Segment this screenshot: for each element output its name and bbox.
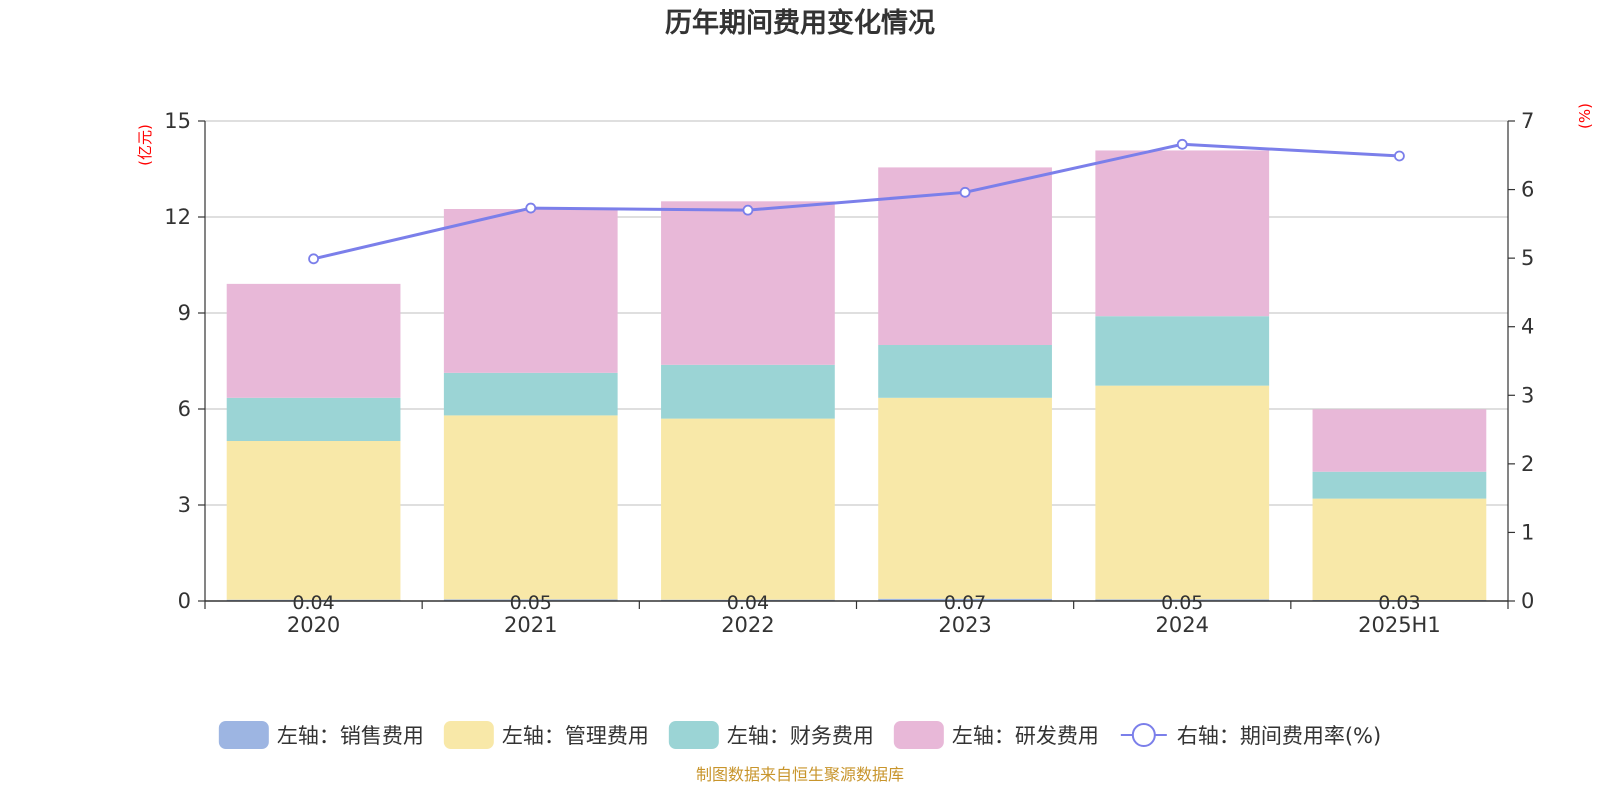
- bar-segment-4[interactable]: [1095, 150, 1270, 317]
- right-tick-label: 6: [1521, 178, 1534, 202]
- rate-point[interactable]: [1176, 138, 1188, 150]
- bar-data-label: 0.05: [1161, 592, 1203, 614]
- data-labels: 0.04 0.05 0.04 0.07 0.05 0.03: [292, 592, 1420, 614]
- legend-swatch: [218, 721, 269, 749]
- x-tick-label: 2025H1: [1358, 613, 1441, 637]
- right-tick-label: 1: [1521, 520, 1534, 544]
- bar-segment-3[interactable]: [1312, 471, 1487, 499]
- legend-swatch: [668, 721, 719, 749]
- bar-segment-4[interactable]: [226, 283, 401, 398]
- right-tick-label: 4: [1521, 315, 1534, 339]
- bar-segment-2[interactable]: [878, 397, 1052, 599]
- right-axis-unit: (%): [1576, 103, 1594, 129]
- bar-data-label: 0.05: [510, 592, 552, 614]
- legend-label: 右轴：期间费用率(%): [1177, 724, 1381, 748]
- legend-item-4[interactable]: 左轴：研发费用: [893, 721, 1099, 749]
- bar-segment-2[interactable]: [661, 418, 835, 600]
- x-tick-label: 2023: [938, 613, 991, 637]
- bar-data-label: 0.03: [1378, 592, 1420, 614]
- chart-title: 历年期间费用变化情况: [665, 7, 935, 39]
- right-tick-label: 2: [1521, 452, 1534, 476]
- left-tick-label: 3: [178, 493, 191, 517]
- legend-label: 左轴：财务费用: [727, 724, 874, 748]
- bar-segment-2[interactable]: [1095, 385, 1270, 600]
- bar-segment-4[interactable]: [1312, 409, 1487, 472]
- x-tick-label: 2024: [1156, 613, 1209, 637]
- rate-point[interactable]: [959, 186, 971, 198]
- bar-segment-1[interactable]: [443, 599, 618, 601]
- legend[interactable]: 左轴：销售费用 左轴：管理费用 左轴：财务费用 左轴：研发费用 右轴：期间费用率(%): [218, 721, 1381, 749]
- left-tick-label: 9: [178, 301, 191, 325]
- bar-segment-3[interactable]: [661, 364, 835, 419]
- grid: [205, 120, 1508, 506]
- right-tick-label: 0: [1521, 589, 1534, 613]
- legend-item-2[interactable]: 左轴：管理费用: [443, 721, 649, 749]
- bar-segment-1[interactable]: [878, 598, 1052, 601]
- x-tick-label: 2021: [504, 613, 557, 637]
- rate-line-path: [313, 142, 1400, 261]
- bar-segment-3[interactable]: [226, 397, 401, 441]
- x-tick-label: 2020: [287, 613, 340, 637]
- bars: [226, 150, 1487, 601]
- bar-segment-4[interactable]: [661, 201, 835, 365]
- left-tick-label: 12: [164, 205, 191, 229]
- bar-segment-2[interactable]: [1312, 498, 1487, 601]
- bar-segment-3[interactable]: [443, 372, 618, 416]
- legend-label: 左轴：销售费用: [277, 724, 424, 748]
- right-tick-label: 7: [1521, 109, 1534, 133]
- right-tick-label: 5: [1521, 246, 1534, 270]
- bar-segment-4[interactable]: [443, 209, 618, 373]
- left-tick-label: 0: [178, 589, 191, 613]
- legend-label: 左轴：研发费用: [952, 724, 1099, 748]
- legend-swatch: [893, 721, 944, 749]
- x-tick-label: 2022: [721, 613, 774, 637]
- rate-point[interactable]: [308, 253, 319, 265]
- data-source-note: 制图数据来自恒生聚源数据库: [696, 765, 904, 784]
- bar-data-label: 0.07: [944, 592, 986, 614]
- bar-segment-1[interactable]: [1095, 599, 1270, 601]
- bar-data-label: 0.04: [292, 592, 334, 614]
- rate-point[interactable]: [525, 202, 537, 214]
- legend-marker: [1131, 723, 1156, 747]
- bar-segment-3[interactable]: [878, 345, 1052, 398]
- legend-swatch: [443, 721, 494, 749]
- left-tick-label: 6: [178, 397, 191, 421]
- rate-point[interactable]: [1394, 150, 1405, 162]
- left-tick-label: 15: [164, 109, 191, 133]
- legend-item-1[interactable]: 左轴：销售费用: [218, 721, 424, 749]
- legend-label: 左轴：管理费用: [502, 724, 649, 748]
- legend-item-3[interactable]: 左轴：财务费用: [668, 721, 874, 749]
- bar-segment-3[interactable]: [1095, 316, 1270, 386]
- rate-line: [308, 138, 1405, 265]
- right-tick-label: 3: [1521, 383, 1534, 407]
- left-axis-unit: (亿元): [136, 124, 154, 166]
- bar-segment-2[interactable]: [443, 415, 618, 600]
- legend-item-5[interactable]: 右轴：期间费用率(%): [1120, 723, 1381, 748]
- rate-point[interactable]: [742, 204, 754, 216]
- bar-data-label: 0.04: [727, 592, 769, 614]
- bar-segment-2[interactable]: [226, 441, 401, 600]
